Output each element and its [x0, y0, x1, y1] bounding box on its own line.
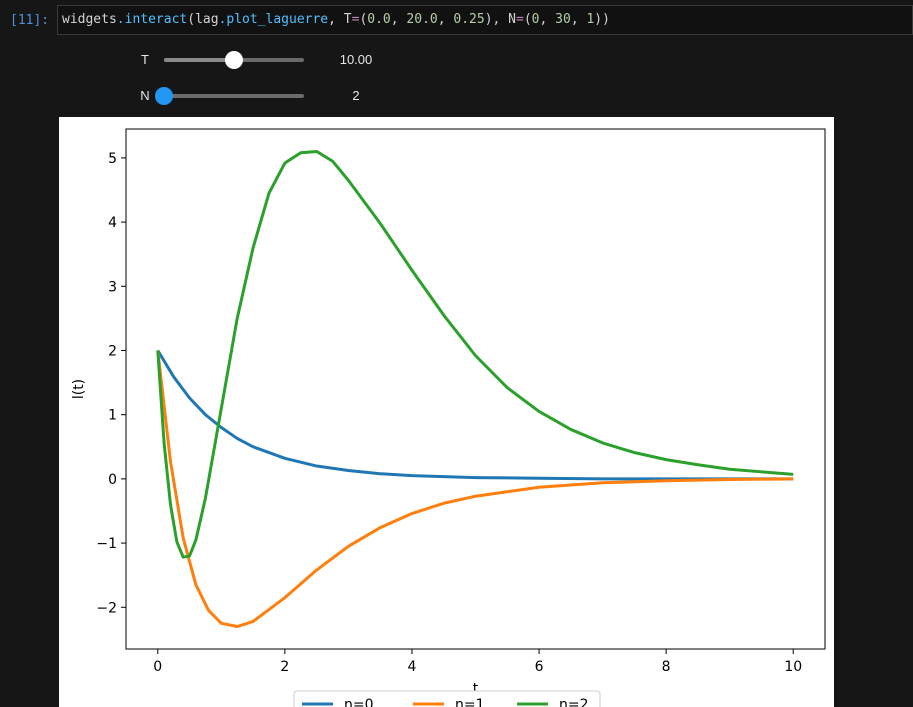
code-token: ,: [539, 12, 556, 27]
slider-n-value: 2: [352, 88, 360, 103]
y-tick-label: 1: [108, 408, 117, 424]
slider-row-n: N 2: [0, 84, 913, 108]
x-tick-label: 4: [407, 659, 416, 675]
y-tick-label: 2: [108, 343, 117, 359]
x-tick-label: 2: [280, 659, 289, 675]
legend-label: n=1: [455, 697, 485, 707]
slider-n-label: N: [140, 88, 150, 103]
plot-figure: 0 2 4 6 8 10 −2 −1 0 1 2 3 4 5 t l(t) n=0 n=1 n=2: [59, 117, 834, 707]
slider-n-track[interactable]: [155, 87, 304, 105]
code-token: , T: [328, 12, 352, 27]
legend-label: n=2: [559, 697, 589, 707]
code-token: (: [523, 12, 532, 27]
code-token: )): [594, 12, 610, 27]
x-axis-label: t: [473, 681, 479, 697]
y-tick-label: 3: [108, 279, 117, 295]
axes-frame: [125, 128, 826, 650]
code-token: ,: [390, 12, 407, 27]
y-tick-label: 5: [108, 151, 117, 167]
y-tick-label: 4: [108, 215, 117, 231]
slider-t-fill: [164, 58, 234, 62]
code-token: widgets: [62, 12, 117, 27]
x-tick-label: 6: [535, 659, 544, 675]
legend: n=0 n=1 n=2: [293, 690, 601, 707]
series-line-n=1: [156, 350, 794, 629]
code-token: ), N: [484, 12, 517, 27]
y-tick-label: −2: [96, 600, 117, 616]
code-token: 30: [555, 12, 571, 27]
code-token: (lag: [187, 12, 219, 27]
cell-prompt: [11]:: [10, 13, 50, 28]
legend-label: n=0: [344, 697, 374, 707]
series-line-n=0: [156, 349, 794, 481]
code-token: ,: [570, 12, 587, 27]
code-token: =: [351, 12, 360, 27]
slider-t-thumb[interactable]: [225, 51, 243, 69]
code-token: 0: [531, 12, 540, 27]
slider-t-value: 10.00: [339, 52, 373, 67]
code-token: .interact: [116, 12, 188, 27]
slider-n-thumb[interactable]: [155, 87, 173, 105]
y-tick-label: −1: [96, 536, 117, 552]
x-tick-label: 0: [153, 659, 162, 675]
series-line-n=2: [156, 149, 794, 559]
legend-box: [293, 690, 601, 707]
code-token: 0.25: [453, 12, 485, 27]
code-token: 1: [586, 12, 595, 27]
slider-t-track[interactable]: [164, 51, 304, 69]
y-axis-label: l(t): [71, 379, 87, 399]
line-chart: 0 2 4 6 8 10 −2 −1 0 1 2 3 4 5 t l(t) n=0 n=1 n=2: [71, 128, 826, 707]
code-token: 0.0: [367, 12, 391, 27]
code-token: (: [359, 12, 368, 27]
y-tick-label: 0: [108, 472, 117, 488]
x-tick-label: 10: [784, 659, 802, 675]
code-token: =: [516, 12, 524, 27]
code-token: 20.0: [406, 12, 438, 27]
code-token: ,: [437, 12, 454, 27]
code-cell-input[interactable]: widgets.interact(lag.plot_laguerre, T=(0…: [57, 5, 913, 35]
code-token: .plot_laguerre: [218, 12, 329, 27]
slider-t-label: T: [141, 52, 149, 67]
x-tick-label: 8: [662, 659, 671, 675]
slider-row-t: T 10.00: [0, 48, 913, 72]
